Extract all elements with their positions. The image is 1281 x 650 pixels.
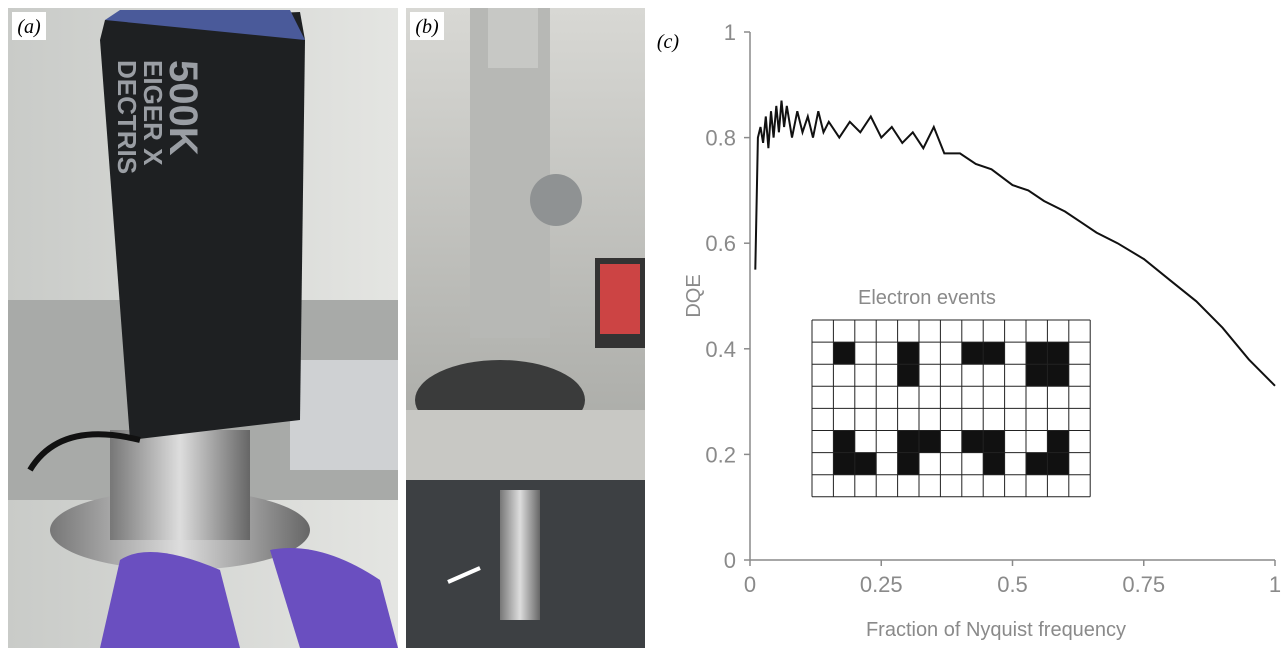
x-tick-label: 0.5 — [997, 572, 1028, 597]
event-cell — [1047, 430, 1069, 453]
camera-text: DECTRIS — [112, 60, 142, 174]
event-cell — [1026, 364, 1048, 387]
event-cell — [897, 430, 919, 453]
data-line — [754, 100, 1276, 387]
panel-label: (b) — [415, 16, 439, 38]
y-tick-label: 0.2 — [705, 442, 736, 467]
y-tick-label: 0.4 — [705, 337, 736, 362]
y-tick-label: 1 — [724, 20, 736, 45]
camera-text: 500K — [161, 60, 205, 156]
event-cell — [833, 452, 855, 475]
x-tick-label: 0.75 — [1122, 572, 1165, 597]
event-cell — [897, 342, 919, 365]
event-cell — [983, 452, 1005, 475]
event-cell — [961, 342, 984, 365]
y-tick-label: 0.8 — [705, 126, 736, 151]
y-tick-label: 0 — [724, 548, 736, 573]
panel-label: (c) — [657, 31, 680, 53]
inset-title: Electron events — [858, 287, 996, 309]
panel-label: (a) — [17, 16, 41, 38]
event-cell — [833, 342, 855, 365]
x-tick-label: 0.25 — [860, 572, 903, 597]
event-cell — [983, 430, 1005, 453]
camera-text: EIGER X — [138, 60, 168, 166]
event-cell — [897, 452, 919, 475]
y-axis-label: DQE — [683, 274, 705, 317]
event-cell — [983, 342, 1005, 365]
event-cell — [1047, 364, 1069, 387]
photo-b: (b) — [406, 8, 645, 648]
event-cell — [1026, 342, 1048, 365]
event-cell — [833, 430, 855, 453]
event-cell — [1047, 452, 1069, 475]
y-tick-label: 0.6 — [705, 231, 736, 256]
photo-a: (a) DECTRIS EIGER X 500K — [8, 8, 398, 648]
event-cell — [1026, 452, 1048, 475]
x-tick-label: 0 — [744, 572, 756, 597]
event-cell — [919, 430, 941, 453]
event-cell — [961, 430, 984, 453]
x-tick-label: 1 — [1269, 572, 1281, 597]
event-cell — [854, 452, 877, 475]
event-cell — [897, 364, 919, 387]
event-cell — [1047, 342, 1069, 365]
chart: 0 0.2 0.4 0.6 0.8 1 0 0.25 0.5 0.75 1 Fraction of N… — [683, 20, 1281, 641]
x-axis-label: Fraction of Nyquist frequency — [866, 619, 1126, 641]
